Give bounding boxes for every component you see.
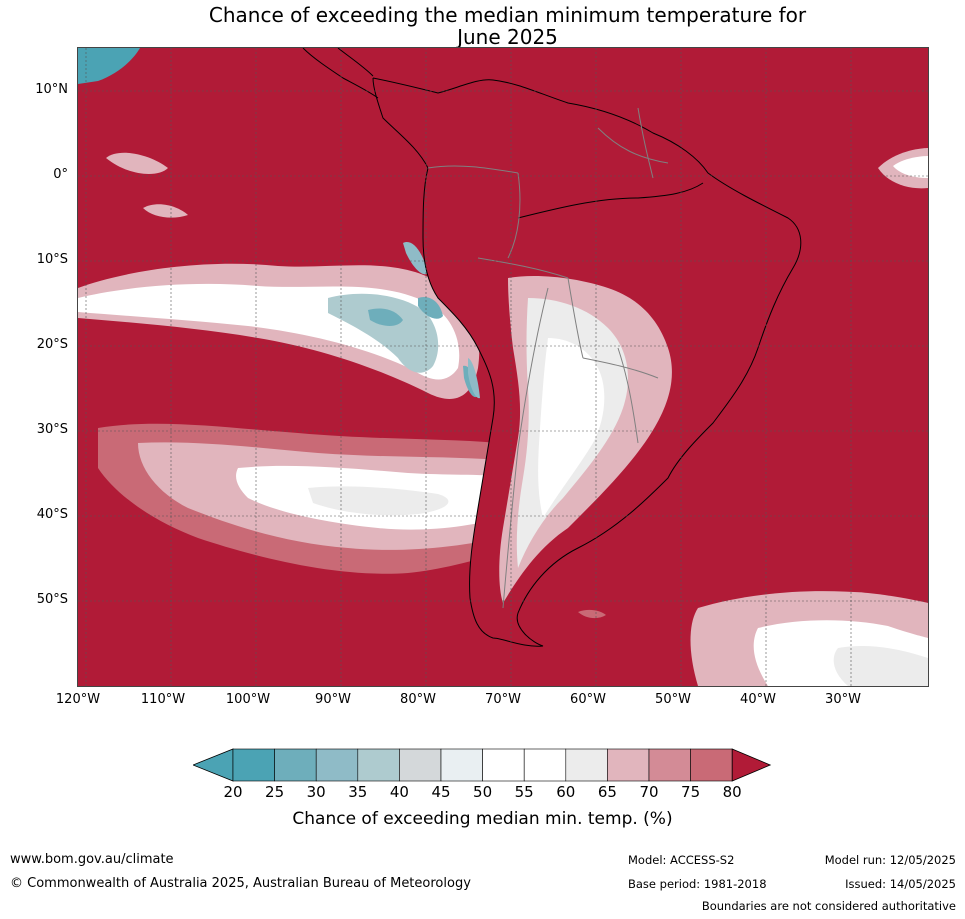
map-title-line2: June 2025 — [457, 25, 558, 49]
contour-25-se-pacific — [368, 308, 403, 326]
colorbar-tick-label: 45 — [431, 783, 451, 801]
footer-model-run: Model run: 12/05/2025 — [824, 853, 956, 867]
colorbar-tick-label: 20 — [223, 783, 243, 801]
contour-30-andes — [468, 358, 480, 399]
contour-40-se-pacific — [328, 293, 439, 373]
latitude-label: 0° — [53, 167, 68, 182]
colorbar-segment — [482, 748, 525, 782]
map-title: Chance of exceeding the median minimum t… — [0, 4, 965, 48]
latitude-label: 30°S — [36, 422, 68, 437]
colorbar-tick-label: 70 — [639, 783, 659, 801]
colorbar-segment — [523, 748, 567, 782]
latitude-label: 50°S — [36, 592, 68, 607]
colorbar-tick-label: 30 — [306, 783, 326, 801]
footer-copyright: © Commonwealth of Australia 2025, Austra… — [10, 876, 471, 891]
colorbar-segment — [232, 748, 275, 782]
colorbar-segment — [315, 748, 359, 782]
colorbar-extend-high — [731, 748, 772, 782]
colorbar-tick-label: 25 — [265, 783, 285, 801]
south-georgia-land — [768, 634, 792, 641]
contour-60-eq-pacific-2 — [143, 204, 188, 218]
contour-25-se-pacific-2 — [418, 296, 443, 319]
colorbar-segment — [565, 748, 608, 782]
footer-model: Model: ACCESS-S2 — [628, 853, 735, 867]
footer-boundaries-note: Boundaries are not considered authoritat… — [701, 899, 956, 913]
contour-50-argentina — [538, 338, 605, 518]
footer-issued: Issued: 14/05/2025 — [845, 877, 956, 891]
south-america-coastline — [372, 77, 802, 647]
longitude-label: 100°W — [225, 692, 271, 707]
colorbar-segment — [648, 748, 691, 782]
colorbar-segment — [690, 748, 733, 782]
contour-60-south-pacific-inner — [308, 486, 449, 516]
longitude-label: 120°W — [55, 692, 101, 707]
colorbar-tick-label: 75 — [681, 783, 701, 801]
footer-base-period: Base period: 1981-2018 — [628, 877, 767, 891]
colorbar-tick-label: 35 — [348, 783, 368, 801]
central-america-coastline — [302, 48, 379, 99]
colorbar-segment — [274, 748, 317, 782]
probability-map — [77, 47, 929, 687]
longitude-label: 80°W — [400, 692, 436, 707]
graticule — [78, 48, 928, 686]
colorbar-tick-label: 80 — [722, 783, 742, 801]
contour-50-east-atlantic — [893, 156, 928, 178]
colorbar-label: Chance of exceeding median min. temp. (%… — [292, 809, 673, 829]
longitude-label: 50°W — [655, 692, 691, 707]
longitude-label: 40°W — [740, 692, 776, 707]
latitude-label: 10°N — [35, 82, 68, 97]
amazon-river-coast — [517, 182, 704, 219]
longitude-label: 70°W — [485, 692, 521, 707]
latitude-label: 40°S — [36, 507, 68, 522]
contour-60-eq-pacific — [106, 152, 168, 174]
longitude-label: 110°W — [140, 692, 186, 707]
colorbar-segment — [357, 748, 400, 782]
colorbar-segment — [607, 748, 650, 782]
map-canvas — [78, 48, 928, 686]
country-borders — [427, 107, 669, 609]
colorbar-tick-label: 50 — [473, 783, 493, 801]
footer-website: www.bom.gov.au/climate — [10, 852, 174, 867]
contour-60-south-atlantic-inner — [833, 646, 928, 686]
colorbar — [193, 748, 772, 782]
map-title-line1: Chance of exceeding the median minimum t… — [208, 3, 807, 27]
longitude-label: 90°W — [315, 692, 351, 707]
contour-20-nw-pacific — [78, 48, 140, 84]
longitude-label: 60°W — [570, 692, 606, 707]
colorbar-tick-label: 55 — [514, 783, 534, 801]
colorbar-tick-label: 65 — [597, 783, 617, 801]
contour-30-north-peru — [403, 242, 428, 275]
latitude-label: 20°S — [36, 337, 68, 352]
longitude-label: 30°W — [825, 692, 861, 707]
colorbar-segment — [399, 748, 442, 782]
latitude-label: 10°S — [36, 252, 68, 267]
colorbar-extend-low — [193, 748, 234, 782]
colorbar-tick-label: 40 — [389, 783, 409, 801]
colorbar-segment — [440, 748, 483, 782]
falklands-land — [578, 609, 606, 619]
colorbar-tick-label: 60 — [556, 783, 576, 801]
